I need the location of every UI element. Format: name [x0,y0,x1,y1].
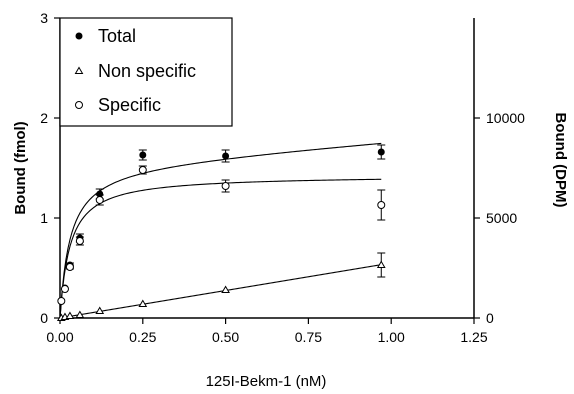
x-axis-title: 125I-Bekm-1 (nM) [206,373,327,390]
legend-label-total: Total [98,26,136,46]
point-specific [221,182,230,190]
y-axis-right-title: Bound (DPM) [552,113,569,208]
y-left-tick-label: 0 [40,310,48,326]
legend-marker-nonspecific [74,66,84,74]
fit-curve-1 [59,264,382,319]
legend-label-specific: Specific [98,95,161,115]
error-bars [65,144,386,278]
data-markers [56,148,386,321]
x-tick-label: 0.00 [46,329,73,345]
point-nonspecific [95,306,105,314]
point-specific [75,237,84,245]
point-total [96,190,104,198]
tick-labels: 0.00 0.25 0.50 0.75 1.00 1.25 0 1 2 3 0 5000 10000 [40,10,525,345]
point-nonspecific [221,285,230,293]
fit-curves [59,142,382,319]
point-specific [57,297,66,305]
point-specific [377,201,386,209]
y-axis-left-title: Bound (fmol) [12,121,29,214]
point-nonspecific [376,260,386,268]
legend-marker-specific [75,101,83,109]
point-nonspecific [65,311,75,319]
x-tick-label: 1.25 [460,329,487,345]
legend-marker-total [75,32,83,40]
x-tick-label: 1.00 [378,329,405,345]
x-tick-label: 0.25 [129,329,156,345]
x-tick-label: 0.75 [295,329,322,345]
legend-label-nonspecific: Non specific [98,61,196,81]
legend: Total Non specific Specific [59,17,233,127]
y-left-tick-label: 2 [40,110,48,126]
y-right-tick-label: 5000 [486,210,517,226]
point-specific [60,285,69,293]
legend-box [59,17,233,127]
point-total [222,152,230,160]
x-tick-label: 0.50 [212,329,239,345]
fit-curve-0 [59,142,382,319]
point-nonspecific [138,299,148,307]
point-specific [138,166,147,174]
y-left-tick-label: 1 [40,210,48,226]
fit-curve-2 [59,178,382,319]
point-total [377,148,385,156]
point-specific [65,263,74,271]
point-nonspecific [75,310,85,318]
y-right-tick-label: 10000 [486,110,525,126]
point-specific [95,196,104,204]
y-left-tick-label: 3 [40,10,48,26]
point-total [139,151,147,159]
y-right-tick-label: 0 [486,310,494,326]
tick-marks [54,17,480,324]
